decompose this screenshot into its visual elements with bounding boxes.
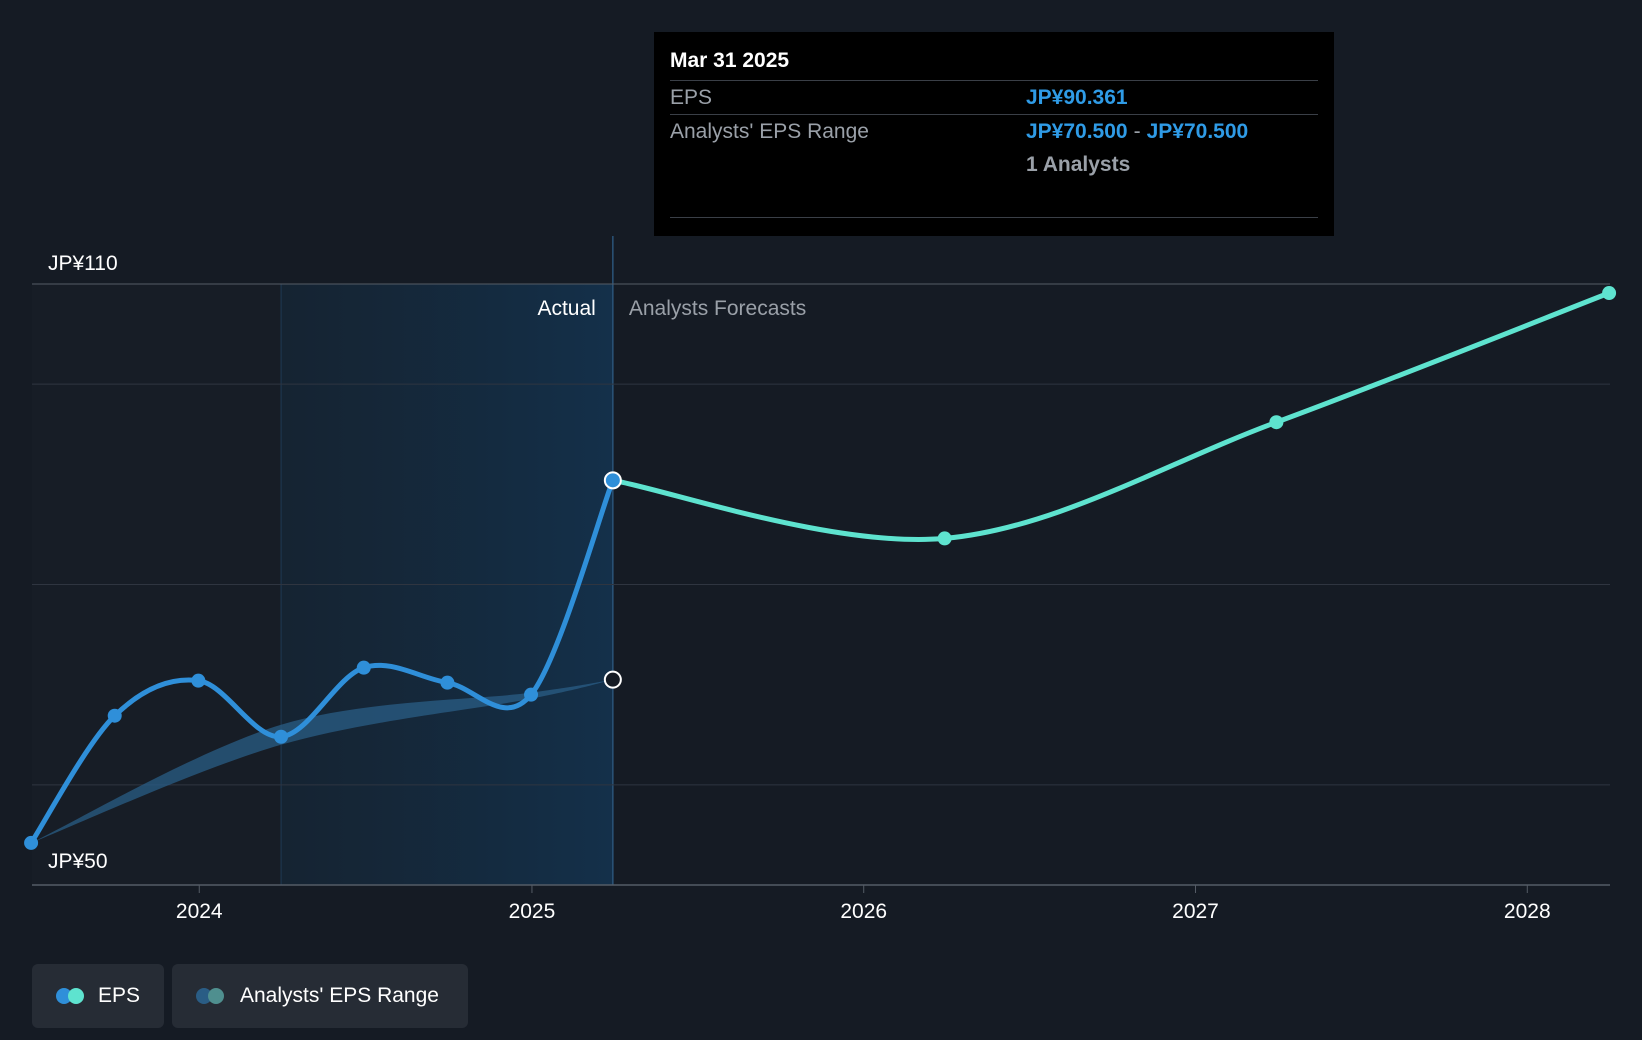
eps-legend-icon: [56, 988, 84, 1004]
eps-actual-point: [274, 729, 289, 744]
y-tick-label: JP¥110: [48, 252, 118, 275]
tooltip-eps-label: EPS: [670, 86, 713, 109]
tooltip-eps-row: EPS JP¥90.361: [670, 80, 1318, 114]
eps-actual-point: [24, 835, 39, 850]
tooltip-range-separator: -: [1133, 120, 1141, 143]
actual-region-label: Actual: [537, 297, 595, 320]
eps-actual-point: [107, 708, 122, 723]
tooltip-divider: [670, 217, 1318, 218]
x-tick-label: 2027: [1172, 900, 1219, 923]
forecast-region-label: Analysts Forecasts: [629, 297, 806, 320]
eps-actual-point: [440, 675, 455, 690]
x-tick-label: 2025: [509, 900, 556, 923]
eps-forecast-point: [1602, 286, 1617, 301]
range-legend-icon: [196, 988, 226, 1004]
eps-forecast-point: [937, 531, 952, 546]
tooltip-analysts-count: 1 Analysts: [1026, 153, 1131, 176]
tooltip-range-high: JP¥70.500: [1146, 120, 1249, 143]
tooltip-range-low: JP¥70.500: [1026, 120, 1128, 143]
eps-actual-point: [191, 673, 206, 688]
x-tick-label: 2024: [176, 900, 223, 923]
legend-eps-button[interactable]: EPS: [32, 964, 164, 1028]
legend-range-label: Analysts' EPS Range: [240, 984, 439, 1007]
eps-highlight-point: [603, 471, 622, 490]
eps-forecast-point: [1269, 415, 1284, 430]
legend-eps-label: EPS: [97, 984, 140, 1007]
tooltip-eps-value: JP¥90.361: [1026, 86, 1128, 109]
tooltip-range-row: Analysts' EPS Range JP¥70.500- JP¥70.500: [670, 114, 1318, 148]
y-tick-label: JP¥50: [48, 850, 108, 873]
eps-forecast-line: [610, 290, 1612, 542]
eps-actual-point: [356, 660, 371, 675]
x-tick-label: 2026: [840, 900, 887, 923]
range-highlight-point: [603, 670, 622, 689]
tooltip-range-values: JP¥70.500- JP¥70.500: [1026, 115, 1248, 148]
tooltip-date: Mar 31 2025: [670, 49, 790, 72]
eps-actual-point: [524, 687, 539, 702]
tooltip: Mar 31 2025 EPS JP¥90.361 Analysts' EPS …: [654, 32, 1334, 236]
x-tick-label: 2028: [1504, 900, 1551, 923]
tooltip-analysts-row: 1 Analysts: [670, 148, 1318, 182]
tooltip-range-label: Analysts' EPS Range: [670, 120, 869, 143]
legend-range-button[interactable]: Analysts' EPS Range: [172, 964, 468, 1028]
